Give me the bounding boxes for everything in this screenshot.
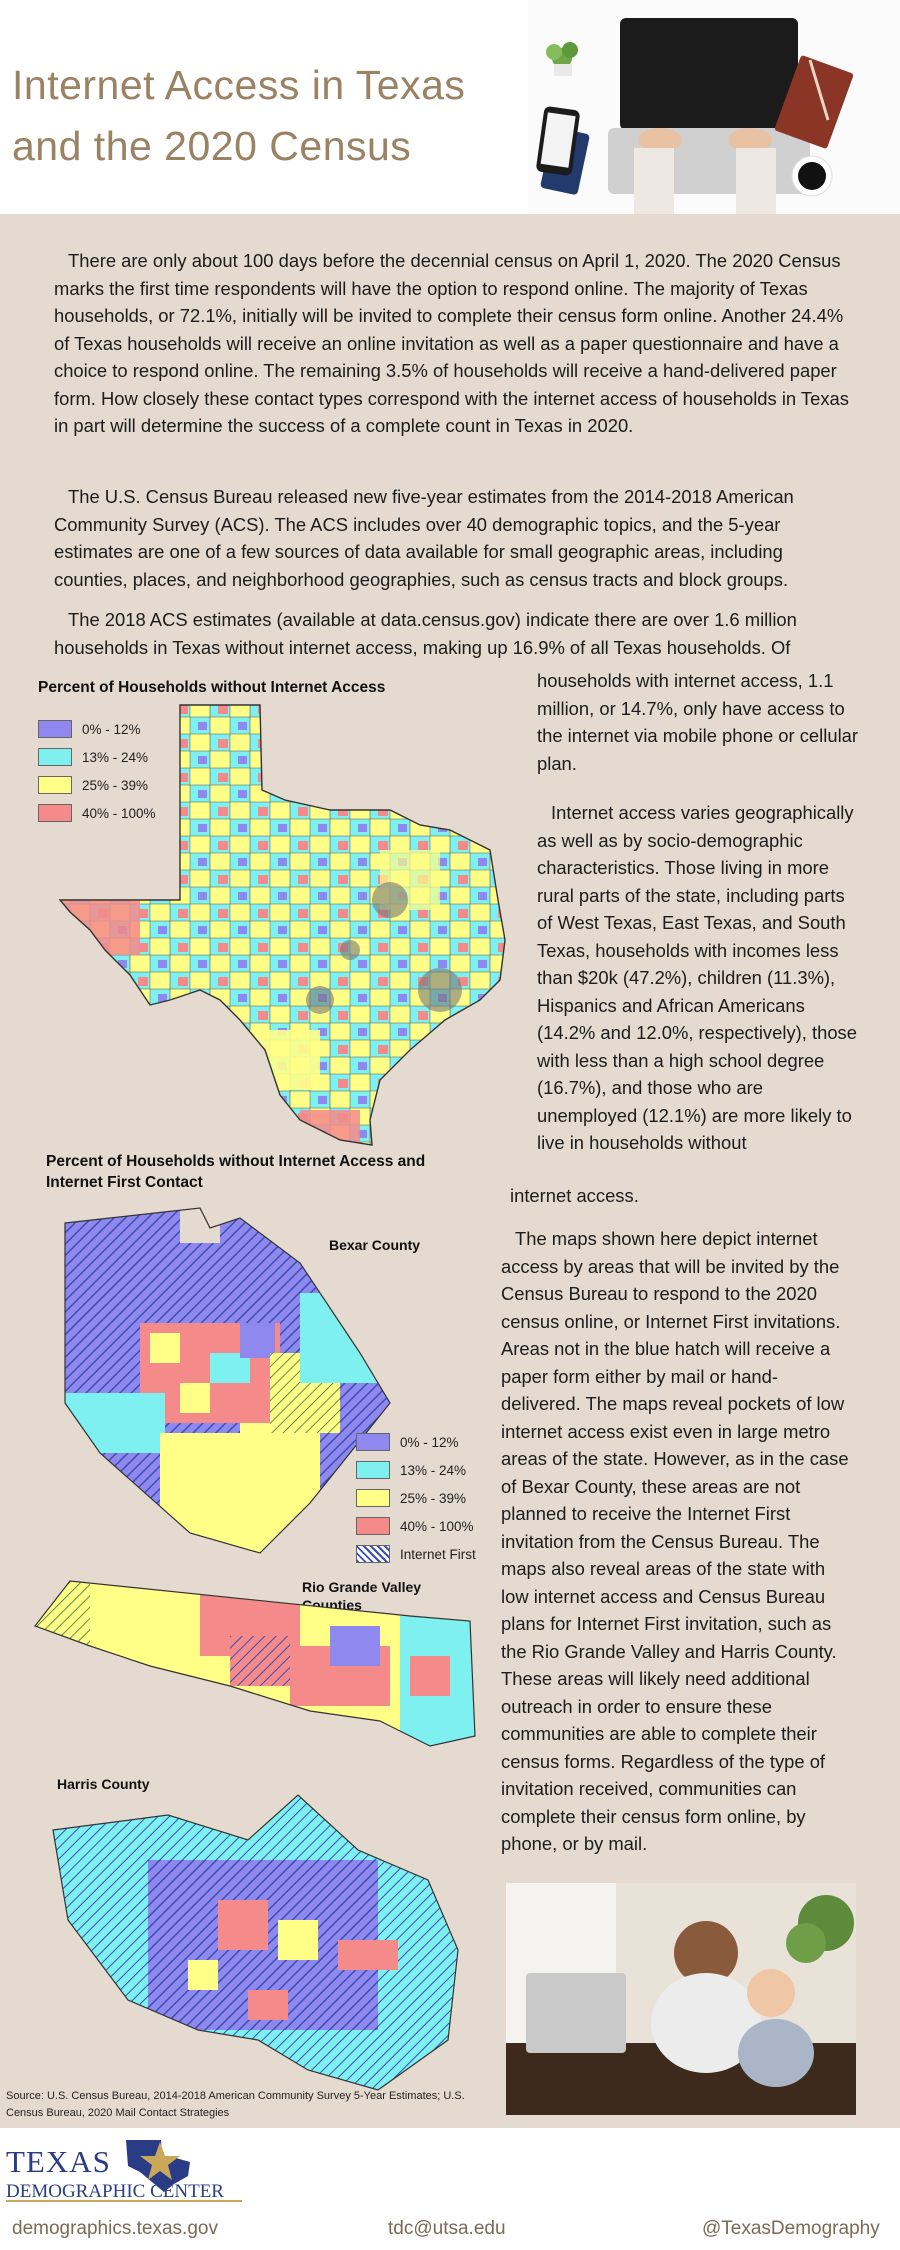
legend-row: Internet First (356, 1540, 476, 1568)
source-note: Source: U.S. Census Bureau, 2014-2018 Am… (6, 2090, 465, 2119)
intro-paragraph: There are only about 100 days before the… (54, 250, 849, 436)
legend-label: 13% - 24% (82, 749, 149, 765)
map1-title: Percent of Households without Internet A… (38, 679, 386, 696)
legend-row: 0% - 12% (38, 715, 156, 743)
footer: TEXAS DEMOGRAPHIC CENTER demographics.te… (0, 2128, 900, 2250)
legend-swatch (38, 720, 72, 738)
legend-row: 13% - 24% (356, 1456, 476, 1484)
logo-demographic-center: DEMOGRAPHIC CENTER (6, 2181, 224, 2202)
maps-paragraph: The maps shown here depict internet acce… (501, 1228, 849, 1854)
rio-grande-valley-map (34, 1580, 476, 1747)
legend-swatch (38, 776, 72, 794)
legend-label: 40% - 100% (400, 1518, 474, 1534)
legend-label: 13% - 24% (400, 1462, 467, 1478)
harris-county-label: Harris County (57, 1776, 150, 1792)
title-line-2: and the 2020 Census (12, 123, 412, 169)
legend-swatch (356, 1489, 390, 1507)
legend-row: 13% - 24% (38, 743, 156, 771)
harris-county-map (52, 1794, 459, 2091)
map2-legend: 0% - 12% 13% - 24% 25% - 39% 40% - 100% … (356, 1428, 476, 1568)
legend-row: 40% - 100% (38, 799, 156, 827)
geography-paragraph: Internet access varies geographically as… (537, 802, 857, 1153)
mobile-access-paragraph: households with internet access, 1.1 mil… (537, 670, 859, 774)
legend-row: 40% - 100% (356, 1512, 476, 1540)
hatch-swatch (356, 1545, 390, 1563)
legend-swatch (356, 1461, 390, 1479)
legend-label: 40% - 100% (82, 805, 156, 821)
legend-label: 25% - 39% (400, 1490, 467, 1506)
mother-child-laptop-photo (506, 1883, 856, 2115)
legend-swatch (356, 1433, 390, 1451)
legend-label: 0% - 12% (82, 721, 141, 737)
header: Internet Access in Texas and the 2020 Ce… (0, 0, 900, 214)
page-title: Internet Access in Texas and the 2020 Ce… (12, 55, 532, 177)
texas-star-logo-icon (126, 2140, 190, 2192)
legend-row: 25% - 39% (356, 1484, 476, 1512)
logo-texas: TEXAS (6, 2144, 111, 2179)
geography-paragraph-tail: internet access. (510, 1185, 639, 1206)
legend-label: Internet First (400, 1546, 476, 1562)
logo-rule (6, 2200, 242, 2202)
bexar-county-map (64, 1207, 391, 1554)
map2-title: Percent of Households without Internet A… (46, 1153, 426, 1191)
internet-stats-paragraph: The 2018 ACS estimates (available at dat… (54, 609, 797, 658)
legend-swatch (356, 1517, 390, 1535)
texas-map (58, 704, 506, 1146)
legend-row: 0% - 12% (356, 1428, 476, 1456)
map1-legend: 0% - 12% 13% - 24% 25% - 39% 40% - 100% (38, 715, 156, 827)
website-link[interactable]: demographics.texas.gov (12, 2218, 218, 2239)
bexar-county-label: Bexar County (329, 1237, 421, 1253)
laptop-desk-photo (528, 0, 900, 214)
legend-label: 25% - 39% (82, 777, 149, 793)
legend-swatch (38, 804, 72, 822)
legend-swatch (38, 748, 72, 766)
legend-row: 25% - 39% (38, 771, 156, 799)
email-link[interactable]: tdc@utsa.edu (388, 2218, 506, 2239)
twitter-link[interactable]: @TexasDemography (702, 2218, 880, 2239)
title-line-1: Internet Access in Texas (12, 62, 466, 108)
acs-paragraph: The U.S. Census Bureau released new five… (54, 486, 794, 590)
legend-label: 0% - 12% (400, 1434, 459, 1450)
